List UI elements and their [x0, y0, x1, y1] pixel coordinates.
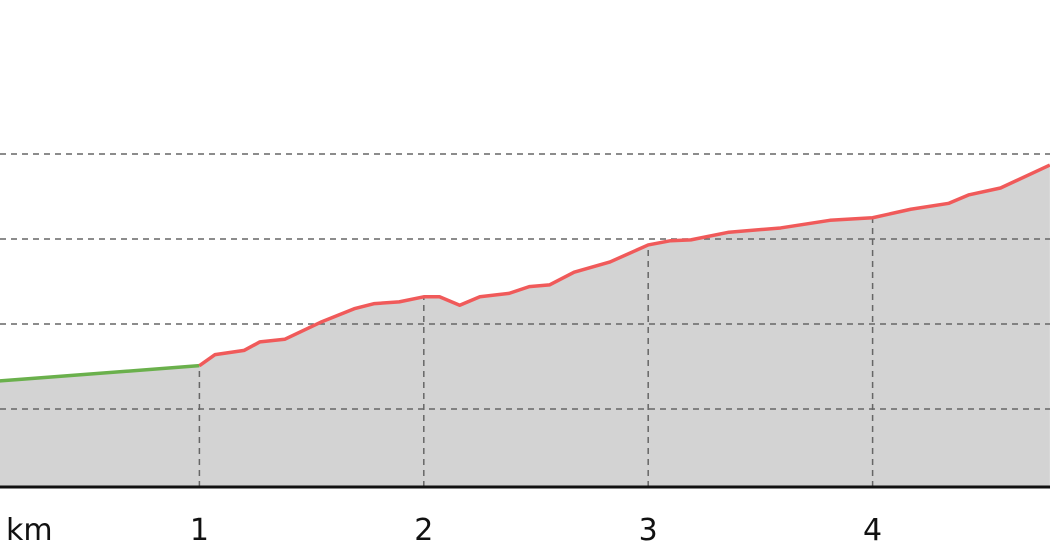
elevation-line-segment-1: [198, 163, 1050, 368]
elevation-line-segment-0: [0, 363, 200, 383]
elevation-area: [0, 165, 1050, 487]
x-tick-label: 3: [639, 513, 658, 548]
x-tick-label: 4: [863, 513, 882, 548]
x-tick-label: 1: [190, 513, 209, 548]
x-tick-label: 2: [414, 513, 433, 548]
x-axis-label: km: [6, 513, 53, 548]
